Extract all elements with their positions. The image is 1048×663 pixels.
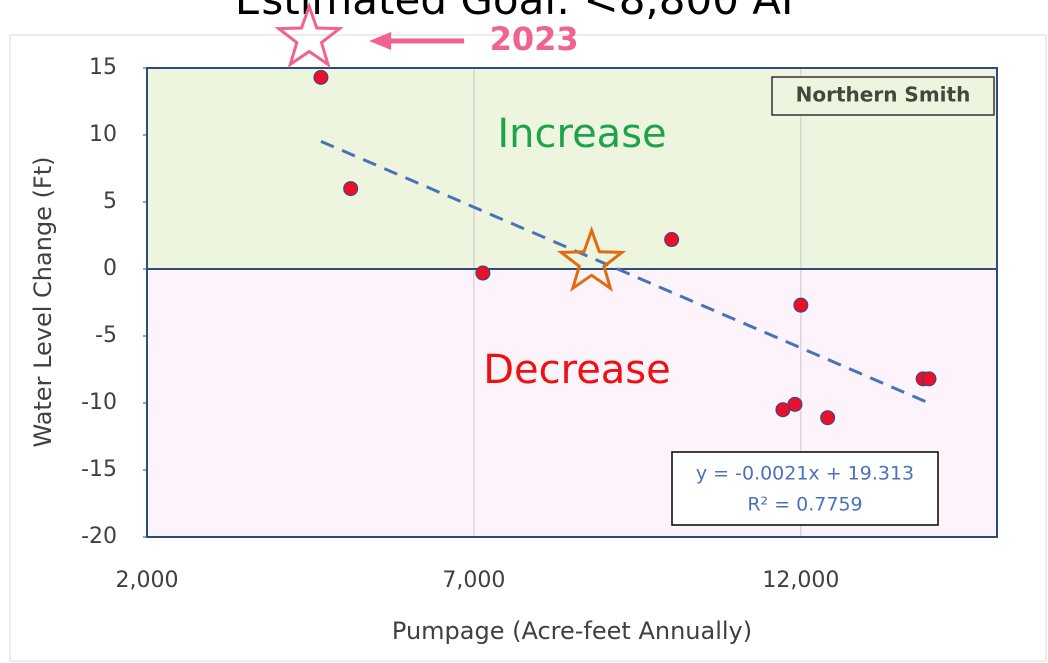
- x-tick-label: 2,000: [116, 568, 179, 593]
- y-tick-label: -5: [95, 323, 117, 348]
- y-axis-label: Water Level Change (Ft): [29, 156, 57, 447]
- chart-title: Estimated Goal: <8,800 AF: [235, 0, 805, 24]
- data-point: [793, 297, 809, 313]
- x-tick-label: 7,000: [442, 568, 505, 593]
- y-tick-label: -15: [81, 457, 117, 482]
- name-label: Northern Smith: [796, 83, 971, 107]
- data-point: [787, 396, 803, 412]
- arrow-head: [369, 32, 392, 50]
- equation-label: y = -0.0021x + 19.313: [696, 463, 914, 485]
- data-point: [343, 181, 359, 197]
- region-label: Increase: [497, 111, 666, 157]
- y-tick-label: -20: [81, 524, 117, 549]
- y-tick-label: 5: [103, 189, 117, 214]
- data-point: [921, 371, 937, 387]
- name-box: [771, 76, 995, 116]
- star-marker: [274, 2, 344, 69]
- trendline: [320, 139, 930, 405]
- star-marker: [556, 225, 627, 292]
- equation-box: [671, 451, 939, 526]
- data-point: [475, 265, 491, 281]
- y-tick-label: 10: [89, 122, 117, 147]
- region-label: Decrease: [483, 347, 671, 393]
- r2-label: R² = 0.7759: [747, 494, 862, 516]
- data-point: [313, 69, 329, 85]
- data-point: [664, 232, 680, 248]
- x-axis-label: Pumpage (Acre-feet Annually): [392, 617, 752, 645]
- y-tick-label: -10: [81, 390, 117, 415]
- x-tick-label: 12,000: [762, 568, 839, 593]
- y-tick-label: 15: [89, 55, 117, 80]
- data-point: [820, 410, 836, 426]
- y-tick-label: 0: [103, 256, 117, 281]
- annotation-label: 2023: [490, 20, 579, 58]
- plot-border: [146, 67, 998, 538]
